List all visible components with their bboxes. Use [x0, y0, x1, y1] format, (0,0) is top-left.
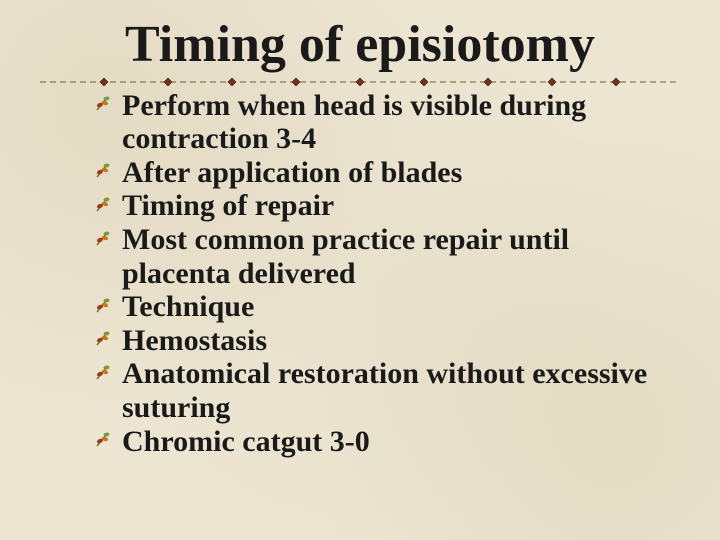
list-item-text: Chromic catgut 3-0 — [122, 425, 370, 458]
list-item-text: After application of blades — [122, 156, 462, 189]
list-item: Anatomical restoration without excessive… — [94, 357, 680, 424]
list-item-text: Technique — [122, 290, 254, 323]
list-item: Hemostasis — [94, 324, 680, 358]
leaf-bullet-icon — [94, 95, 112, 113]
list-item: Timing of repair — [94, 189, 680, 223]
leaf-bullet-icon — [94, 431, 112, 449]
list-item: Technique — [94, 290, 680, 324]
bullet-list: Perform when head is visible during cont… — [40, 89, 680, 459]
leaf-bullet-icon — [94, 297, 112, 315]
slide-title: Timing of episiotomy — [40, 18, 680, 73]
leaf-bullet-icon — [94, 196, 112, 214]
leaf-bullet-icon — [94, 162, 112, 180]
list-item-text: Timing of repair — [122, 189, 334, 222]
list-item-text: Perform when head is visible during cont… — [122, 89, 586, 156]
leaf-bullet-icon — [94, 230, 112, 248]
divider — [40, 77, 680, 87]
list-item-text: Most common practice repair until placen… — [122, 223, 569, 290]
list-item: Chromic catgut 3-0 — [94, 425, 680, 459]
leaf-bullet-icon — [94, 330, 112, 348]
list-item-text: Anatomical restoration without excessive… — [122, 357, 647, 424]
divider-graphic — [40, 78, 680, 86]
list-item: Most common practice repair until placen… — [94, 223, 680, 290]
list-item-text: Hemostasis — [122, 324, 267, 357]
slide: Timing of episiotomy — [0, 0, 720, 540]
list-item: After application of blades — [94, 156, 680, 190]
list-item: Perform when head is visible during cont… — [94, 89, 680, 156]
leaf-bullet-icon — [94, 364, 112, 382]
